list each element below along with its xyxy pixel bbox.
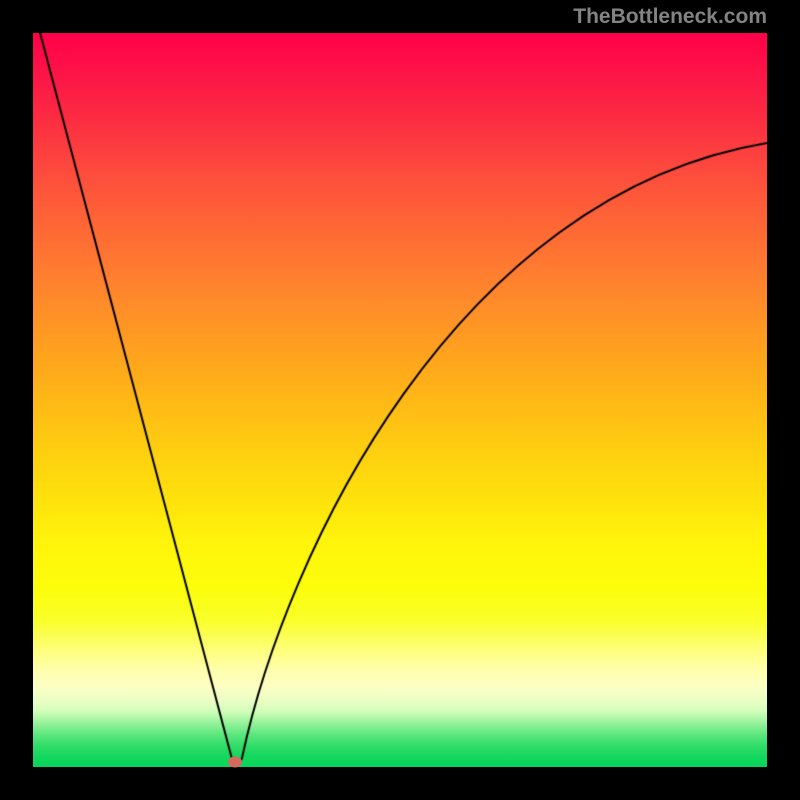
figure-container: TheBottleneck.com [0, 0, 800, 800]
optimal-point-marker [228, 757, 242, 768]
watermark-text: TheBottleneck.com [573, 5, 767, 29]
plot-area [33, 33, 767, 767]
bottleneck-curve [0, 0, 800, 800]
